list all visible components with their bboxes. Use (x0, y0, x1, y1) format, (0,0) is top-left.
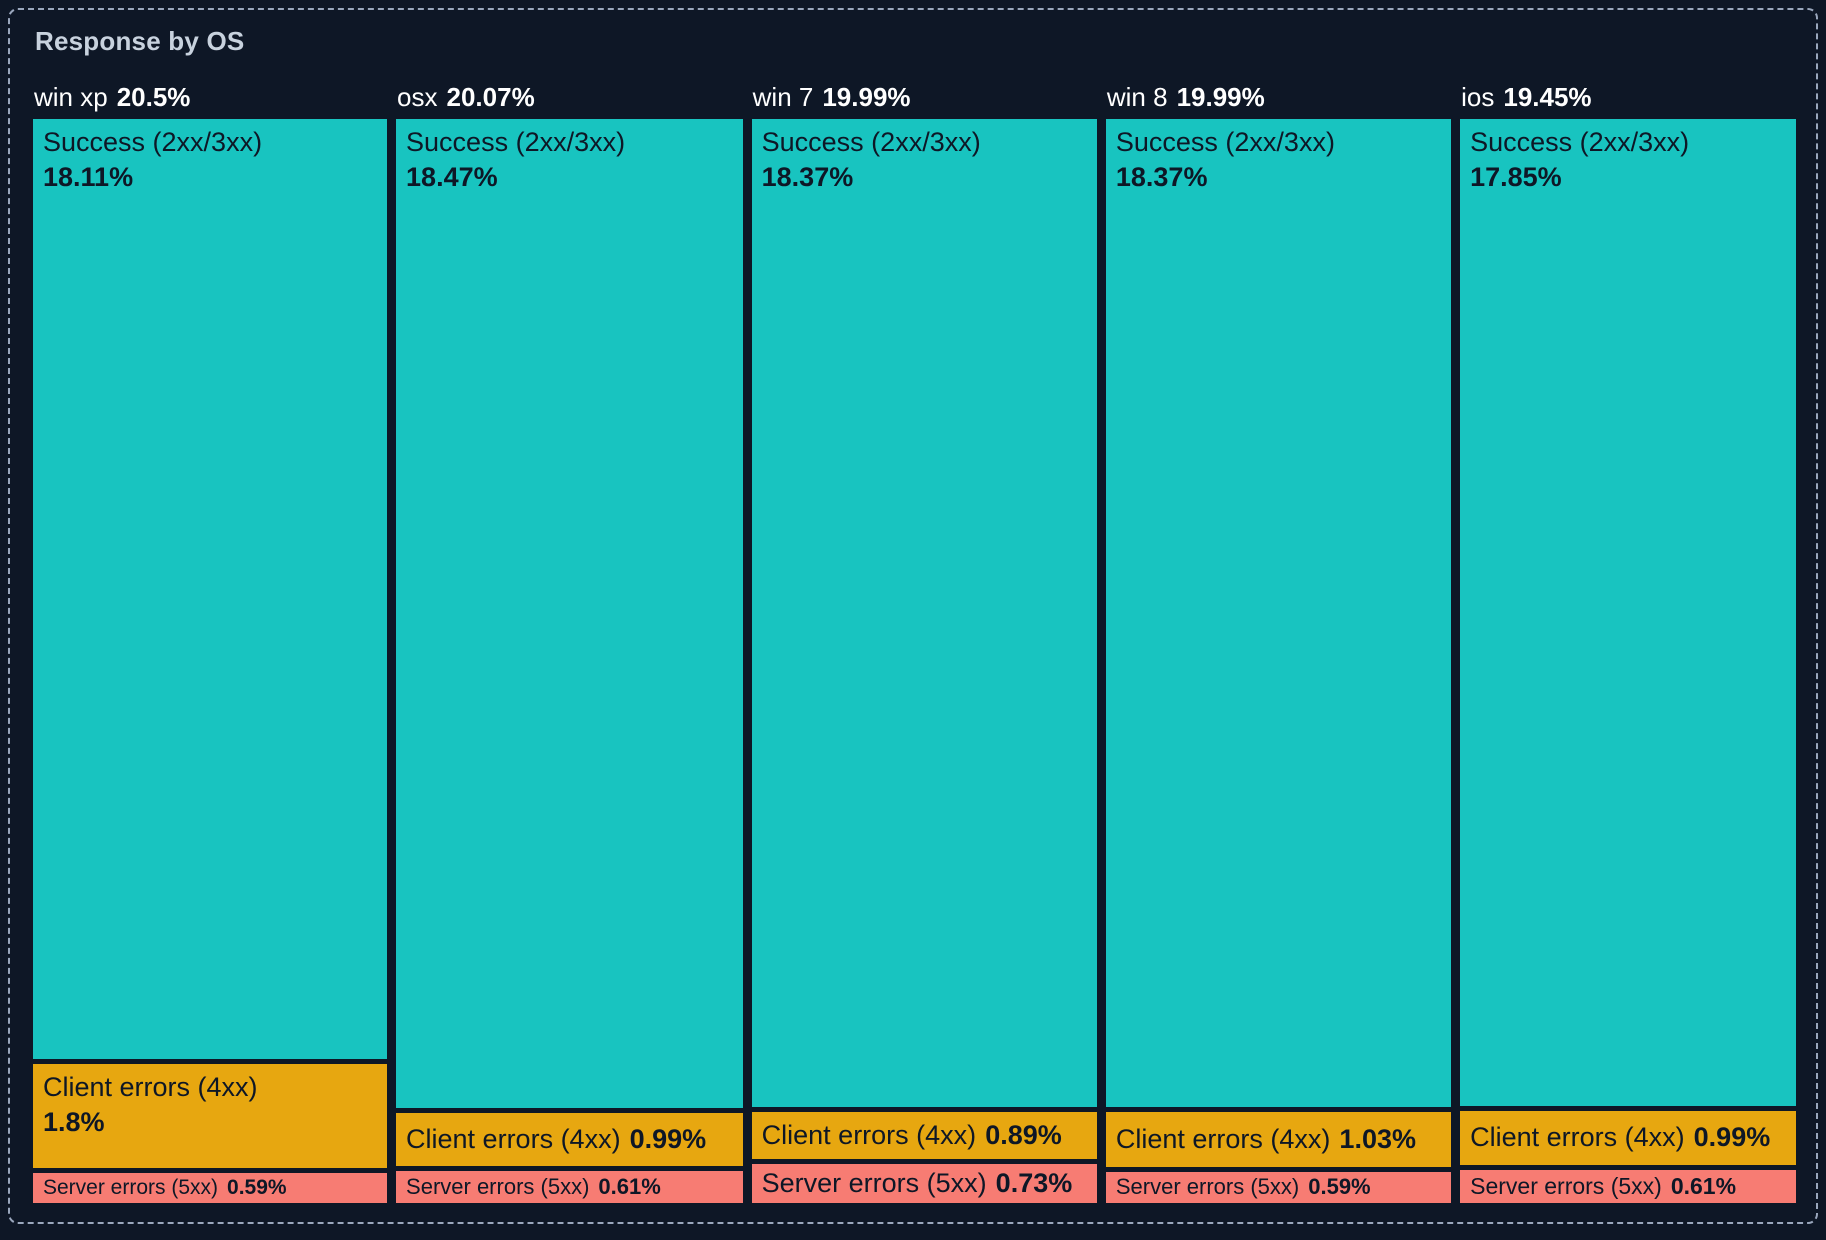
segment-value: 0.99% (629, 1124, 707, 1155)
column-header: win 8 19.99% (1106, 82, 1451, 113)
segment-success[interactable]: Success (2xx/3xx) 18.37% (751, 118, 1097, 1107)
segment-label: Server errors (5xx) (406, 1173, 590, 1199)
segment-label: Client errors (4xx) (406, 1124, 621, 1155)
panel-title: Response by OS (35, 26, 245, 56)
segment-value: 18.11% (43, 161, 134, 192)
segment-value: 0.73% (995, 1168, 1073, 1199)
column-header: osx 20.07% (397, 82, 743, 113)
os-name: ios (1461, 82, 1495, 112)
segment-label: Server errors (5xx) (761, 1168, 987, 1199)
column-header: win 7 19.99% (752, 82, 1097, 113)
segment-label: Server errors (5xx) (43, 1175, 219, 1199)
segment-label: Client errors (4xx) (1470, 1122, 1685, 1153)
column-body: Success (2xx/3xx) 18.37% Client errors (… (751, 118, 1097, 1203)
segment-client-errors[interactable]: Client errors (4xx) 1.8% (33, 1063, 388, 1168)
os-total: 19.99% (822, 82, 911, 112)
os-total: 19.45% (1503, 82, 1592, 112)
os-name: win 8 (1106, 82, 1168, 112)
segment-value: 17.85% (1470, 161, 1562, 192)
segment-value: 18.47% (406, 161, 498, 192)
segment-value: 0.99% (1693, 1122, 1771, 1153)
os-column-win-8: win 8 19.99% Success (2xx/3xx) 18.37% Cli… (1105, 82, 1452, 1203)
segment-client-errors[interactable]: Client errors (4xx) 0.99% (396, 1113, 743, 1166)
column-header: ios 19.45% (1461, 82, 1796, 113)
segment-label: Client errors (4xx) (761, 1120, 977, 1151)
os-total: 19.99% (1176, 82, 1265, 112)
segment-value: 1.03% (1339, 1123, 1416, 1154)
column-body: Success (2xx/3xx) 18.47% Client errors (… (396, 118, 743, 1203)
os-name: win 7 (752, 82, 814, 112)
segment-client-errors[interactable]: Client errors (4xx) 1.03% (1105, 1111, 1452, 1167)
segment-label: Server errors (5xx) (1470, 1172, 1662, 1199)
column-header: win xp 20.5% (34, 82, 387, 113)
segment-label: Client errors (4xx) (43, 1071, 258, 1102)
column-body: Success (2xx/3xx) 18.11% Client errors (… (33, 118, 388, 1203)
segment-success[interactable]: Success (2xx/3xx) 18.11% (33, 118, 388, 1059)
os-total: 20.07% (446, 82, 535, 112)
segment-value: 18.37% (761, 161, 854, 192)
segment-value: 0.59% (1308, 1174, 1371, 1200)
segment-success[interactable]: Success (2xx/3xx) 17.85% (1460, 118, 1797, 1106)
segment-label: Success (2xx/3xx) (43, 126, 263, 157)
segment-success[interactable]: Success (2xx/3xx) 18.47% (396, 118, 743, 1109)
os-name: win xp (34, 82, 108, 112)
segment-success[interactable]: Success (2xx/3xx) 18.37% (1105, 118, 1452, 1107)
segment-value: 0.89% (985, 1120, 1062, 1151)
segment-value: 0.59% (227, 1175, 287, 1199)
os-column-ios: ios 19.45% Success (2xx/3xx) 17.85% Clien… (1460, 82, 1797, 1203)
segment-server-errors[interactable]: Server errors (5xx) 0.59% (33, 1172, 388, 1203)
os-column-osx: osx 20.07% Success (2xx/3xx) 18.47% Clien… (396, 82, 743, 1203)
segment-server-errors[interactable]: Server errors (5xx) 0.61% (1460, 1169, 1797, 1203)
segment-server-errors[interactable]: Server errors (5xx) 0.73% (751, 1164, 1097, 1203)
segment-label: Success (2xx/3xx) (1115, 126, 1335, 157)
segment-label: Server errors (5xx) (1115, 1174, 1300, 1200)
segment-label: Client errors (4xx) (1115, 1123, 1331, 1154)
segment-value: 18.37% (1115, 161, 1208, 192)
treemap-chart: win xp 20.5% Success (2xx/3xx) 18.11% Cli… (33, 82, 1797, 1203)
os-column-win-7: win 7 19.99% Success (2xx/3xx) 18.37% Cli… (751, 82, 1097, 1203)
os-column-win-xp: win xp 20.5% Success (2xx/3xx) 18.11% Cli… (33, 82, 388, 1203)
segment-value: 1.8% (43, 1106, 105, 1137)
os-total: 20.5% (116, 82, 191, 112)
segment-client-errors[interactable]: Client errors (4xx) 0.99% (1460, 1110, 1797, 1165)
segment-value: 0.61% (598, 1173, 661, 1199)
response-by-os-panel: Response by OS win xp 20.5% Success (2xx/… (8, 8, 1818, 1224)
segment-label: Success (2xx/3xx) (1470, 126, 1690, 157)
segment-client-errors[interactable]: Client errors (4xx) 0.89% (751, 1111, 1097, 1160)
column-body: Success (2xx/3xx) 17.85% Client errors (… (1460, 118, 1797, 1203)
segment-label: Success (2xx/3xx) (761, 126, 981, 157)
os-name: osx (397, 82, 438, 112)
segment-server-errors[interactable]: Server errors (5xx) 0.61% (396, 1170, 743, 1203)
segment-value: 0.61% (1670, 1172, 1737, 1199)
segment-server-errors[interactable]: Server errors (5xx) 0.59% (1105, 1171, 1452, 1203)
column-body: Success (2xx/3xx) 18.37% Client errors (… (1105, 118, 1452, 1203)
segment-label: Success (2xx/3xx) (406, 126, 626, 157)
